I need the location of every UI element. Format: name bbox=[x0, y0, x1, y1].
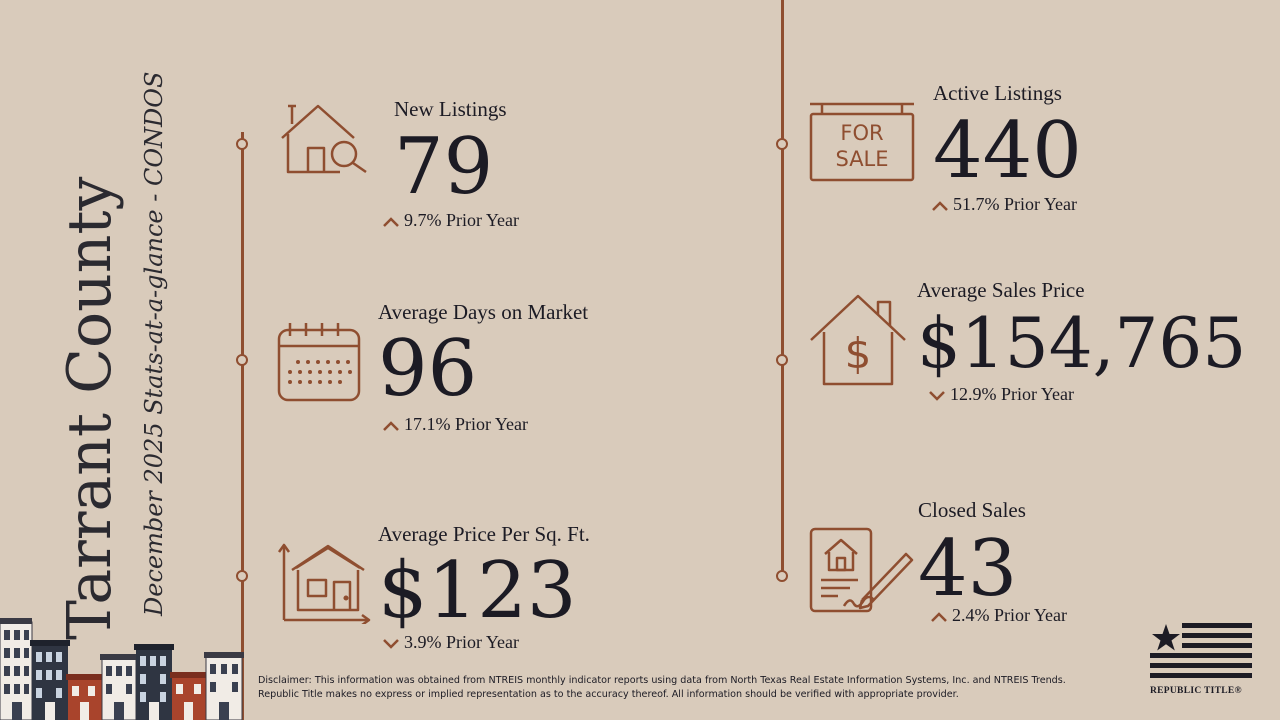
new-listings-change: 9.7% Prior Year bbox=[382, 210, 519, 231]
star-flag-icon bbox=[1150, 623, 1252, 678]
timeline-dot bbox=[236, 570, 248, 582]
price-sqft-label: Average Price Per Sq. Ft. bbox=[378, 522, 590, 546]
change-text: 17.1% Prior Year bbox=[404, 414, 528, 434]
change-text: 9.7% Prior Year bbox=[404, 210, 519, 230]
up-arrow-icon bbox=[932, 201, 948, 211]
avg-days-label: Average Days on Market bbox=[378, 300, 589, 324]
up-arrow-icon bbox=[383, 217, 399, 227]
up-arrow-icon bbox=[383, 421, 399, 431]
new-listings-label: New Listings bbox=[394, 97, 507, 121]
timeline-dot bbox=[776, 354, 788, 366]
active-listings-label: Active Listings bbox=[933, 81, 1062, 105]
house-search-icon bbox=[281, 104, 367, 174]
timeline-dot bbox=[776, 570, 788, 582]
right-timeline bbox=[781, 0, 784, 580]
price-sqft-value: $123 bbox=[378, 546, 577, 636]
down-arrow-icon bbox=[383, 638, 399, 649]
avg-days-value: 96 bbox=[378, 324, 478, 414]
sign-text-1: FOR bbox=[840, 121, 883, 145]
active-listings-change: 51.7% Prior Year bbox=[931, 194, 1077, 215]
house-dollar-icon: $ bbox=[810, 294, 906, 386]
avg-sales-price-value: $154,765 bbox=[917, 304, 1247, 384]
left-timeline bbox=[241, 132, 244, 720]
timeline-dot bbox=[236, 138, 248, 150]
closed-sales-change: 2.4% Prior Year bbox=[930, 605, 1067, 626]
sign-text-2: SALE bbox=[835, 147, 888, 171]
calendar-icon bbox=[277, 323, 361, 402]
dollar-sign: $ bbox=[845, 329, 872, 378]
avg-sales-price-change: 12.9% Prior Year bbox=[928, 384, 1074, 405]
down-arrow-icon bbox=[929, 390, 945, 401]
page-subtitle: December 2025 Stats-at-a-glance - CONDOS bbox=[140, 71, 168, 616]
change-text: 2.4% Prior Year bbox=[952, 605, 1067, 625]
signed-contract-icon bbox=[809, 527, 914, 613]
up-arrow-icon bbox=[931, 612, 947, 622]
logo-text: REPUBLIC TITLE® bbox=[1150, 686, 1242, 696]
county-title: Tarrant County bbox=[55, 176, 125, 640]
house-dimensions-icon bbox=[277, 543, 371, 624]
disclaimer: Disclaimer: This information was obtaine… bbox=[258, 675, 1066, 700]
timeline-dot bbox=[776, 138, 788, 150]
change-text: 3.9% Prior Year bbox=[404, 632, 519, 652]
for-sale-sign-icon: FOR SALE bbox=[809, 102, 915, 182]
closed-sales-value: 43 bbox=[918, 524, 1018, 614]
timeline-dot bbox=[236, 354, 248, 366]
avg-sales-price-label: Average Sales Price bbox=[917, 278, 1085, 302]
price-sqft-change: 3.9% Prior Year bbox=[382, 632, 519, 653]
townhouses-illustration bbox=[0, 618, 244, 720]
active-listings-value: 440 bbox=[933, 106, 1082, 196]
avg-days-change: 17.1% Prior Year bbox=[382, 414, 528, 435]
new-listings-value: 79 bbox=[394, 122, 494, 212]
change-text: 51.7% Prior Year bbox=[953, 194, 1077, 214]
change-text: 12.9% Prior Year bbox=[950, 384, 1074, 404]
closed-sales-label: Closed Sales bbox=[918, 498, 1026, 522]
